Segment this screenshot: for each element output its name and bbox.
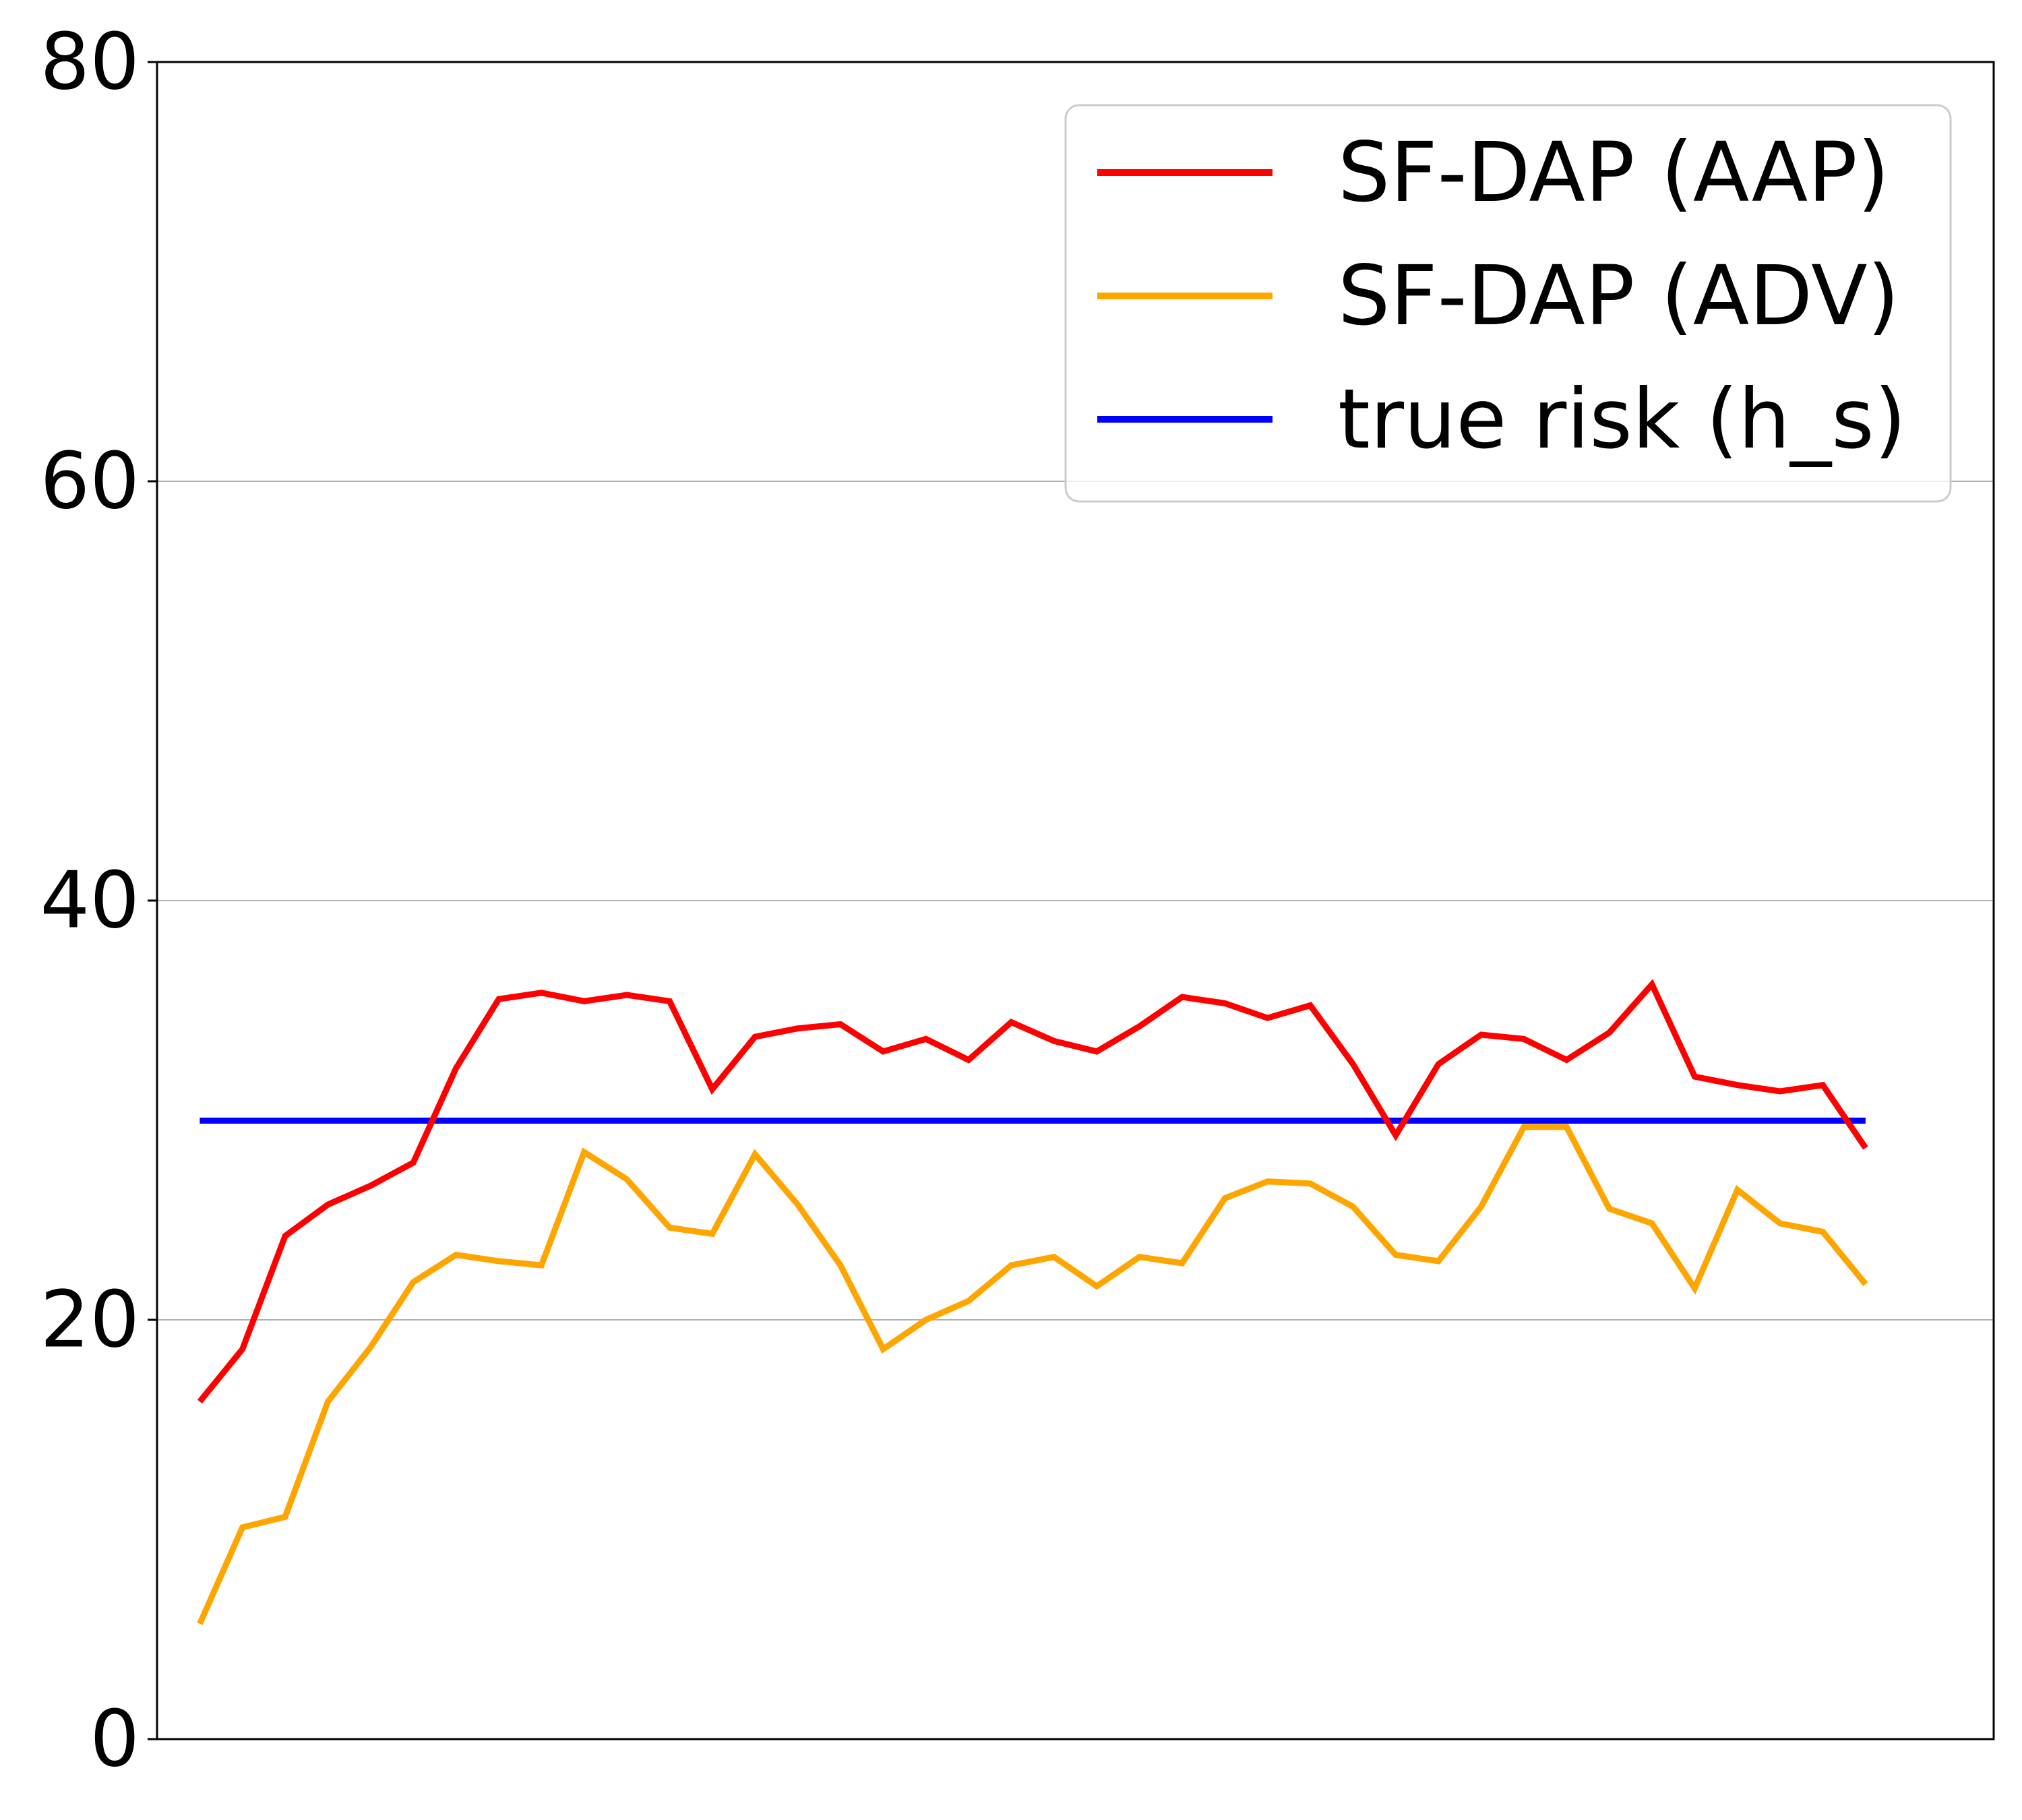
legend-label-2: true risk (h_s) (1338, 371, 1906, 467)
legend: SF-DAP (AAP) SF-DAP (ADV) true risk (h_s) (1064, 104, 1952, 503)
ytick-label-60: 60 (40, 436, 140, 527)
legend-box (1064, 104, 1952, 503)
series-lines (197, 979, 1868, 1625)
ytick-label-20: 20 (40, 1275, 140, 1366)
ytick-label-40: 40 (40, 855, 140, 946)
legend-label-0: SF-DAP (AAP) (1338, 125, 1889, 220)
series-line-0 (197, 979, 1868, 1404)
gridlines (157, 481, 1994, 1321)
ytick-label-0: 0 (90, 1694, 140, 1785)
legend-label-1: SF-DAP (ADV) (1338, 248, 1899, 344)
y-axis: 0 20 40 60 80 (40, 17, 157, 1785)
series-line-1 (197, 1124, 1868, 1625)
ytick-label-80: 80 (40, 17, 140, 108)
